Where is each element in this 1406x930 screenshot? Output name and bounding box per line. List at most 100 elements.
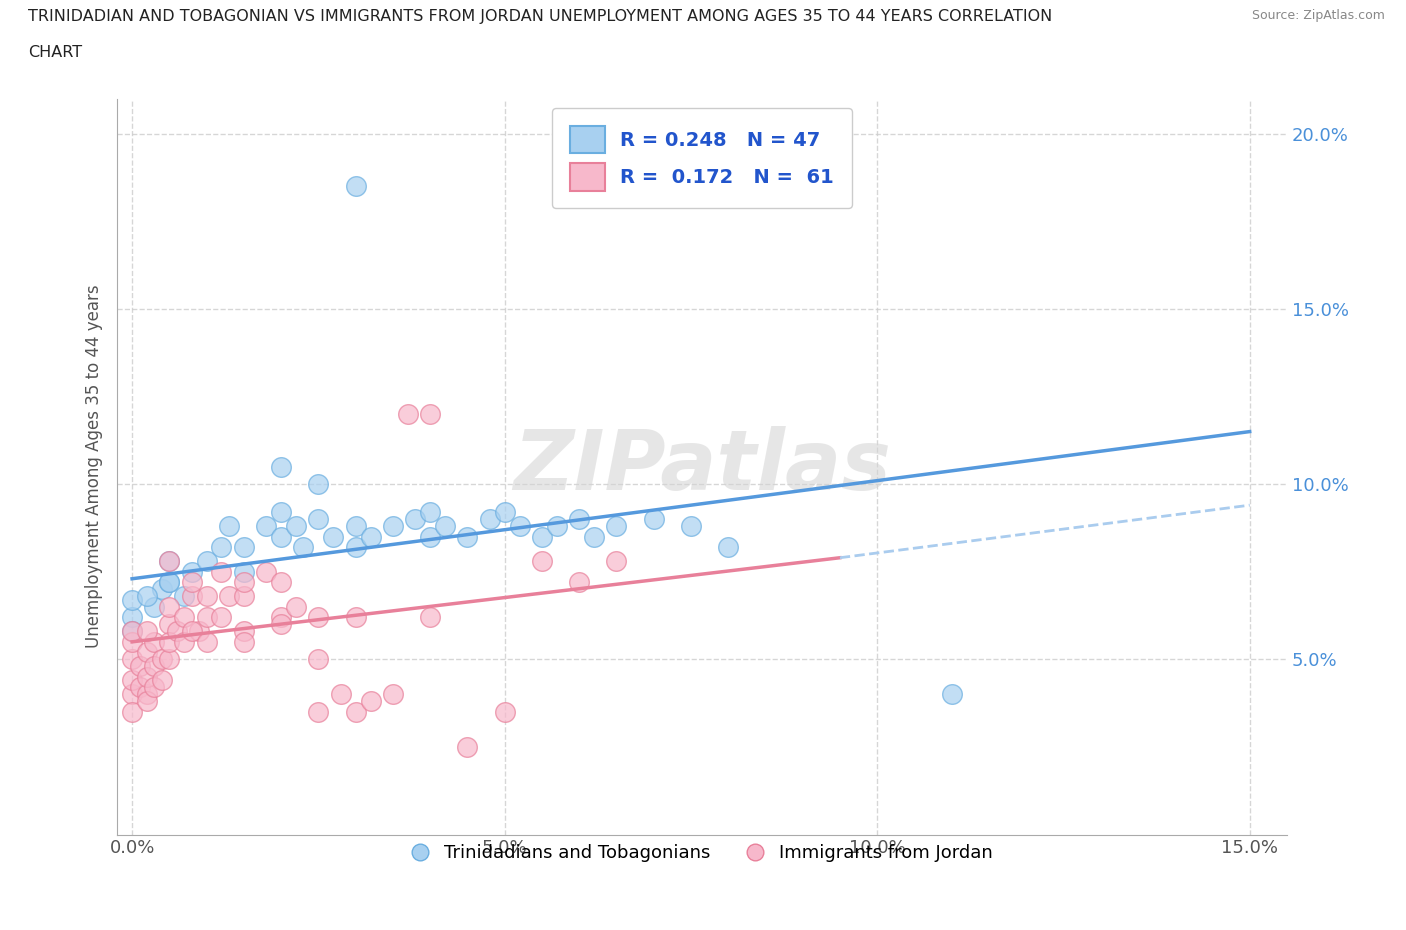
Point [568,512,591,526]
Point [121,592,143,607]
Point [344,705,367,720]
Point [329,687,352,702]
Point [195,553,218,568]
Point [307,610,329,625]
Point [232,634,254,649]
Point [381,687,404,702]
Point [307,652,329,667]
Point [322,529,344,544]
Point [232,589,254,604]
Legend: Trinidadians and Tobagonians, Immigrants from Jordan: Trinidadians and Tobagonians, Immigrants… [405,837,1000,870]
Point [381,519,404,534]
Point [270,459,292,474]
Point [143,634,166,649]
Point [157,575,180,590]
Point [419,505,441,520]
Point [494,505,516,520]
Point [285,599,308,614]
Point [583,529,606,544]
Point [419,529,441,544]
Point [157,553,180,568]
Point [121,687,143,702]
Point [136,687,159,702]
Point [679,519,702,534]
Point [121,705,143,720]
Point [232,624,254,639]
Point [307,512,329,526]
Point [195,610,218,625]
Point [270,617,292,631]
Point [605,519,627,534]
Text: TRINIDADIAN AND TOBAGONIAN VS IMMIGRANTS FROM JORDAN UNEMPLOYMENT AMONG AGES 35 : TRINIDADIAN AND TOBAGONIAN VS IMMIGRANTS… [28,9,1052,24]
Point [121,652,143,667]
Point [232,575,254,590]
Point [136,694,159,709]
Point [232,565,254,579]
Point [605,553,627,568]
Point [344,519,367,534]
Point [143,599,166,614]
Point [173,589,195,604]
Point [360,694,382,709]
Point [211,539,233,554]
Point [121,673,143,688]
Point [128,680,150,695]
Point [344,179,367,193]
Point [270,575,292,590]
Point [136,624,159,639]
Text: Source: ZipAtlas.com: Source: ZipAtlas.com [1251,9,1385,22]
Point [121,624,143,639]
Point [166,624,188,639]
Point [434,519,457,534]
Point [136,589,159,604]
Point [157,652,180,667]
Point [494,705,516,720]
Point [211,610,233,625]
Point [270,610,292,625]
Point [180,624,202,639]
Point [180,589,202,604]
Y-axis label: Unemployment Among Ages 35 to 44 years: Unemployment Among Ages 35 to 44 years [86,285,103,648]
Point [121,634,143,649]
Point [941,687,963,702]
Point [143,680,166,695]
Point [307,705,329,720]
Point [157,599,180,614]
Point [396,406,419,421]
Point [456,739,478,754]
Point [157,553,180,568]
Point [150,582,173,597]
Point [157,617,180,631]
Point [211,565,233,579]
Point [136,670,159,684]
Point [180,565,202,579]
Point [195,634,218,649]
Point [404,512,426,526]
Point [643,512,665,526]
Point [254,565,277,579]
Point [530,553,553,568]
Text: CHART: CHART [28,45,82,60]
Point [530,529,553,544]
Point [218,519,240,534]
Point [270,529,292,544]
Point [128,659,150,674]
Point [150,652,173,667]
Point [344,610,367,625]
Point [173,634,195,649]
Point [717,539,740,554]
Point [173,610,195,625]
Point [292,539,315,554]
Point [157,575,180,590]
Point [121,610,143,625]
Point [360,529,382,544]
Point [478,512,501,526]
Point [136,644,159,659]
Point [157,634,180,649]
Point [419,610,441,625]
Point [419,406,441,421]
Point [232,539,254,554]
Point [188,624,211,639]
Point [143,659,166,674]
Point [456,529,478,544]
